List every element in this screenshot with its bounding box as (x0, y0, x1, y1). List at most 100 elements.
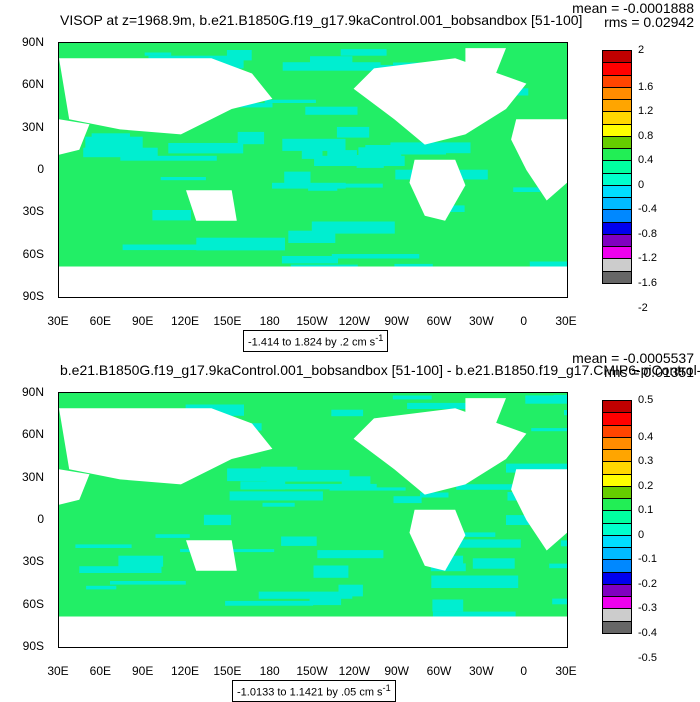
field-patch (240, 481, 286, 490)
y-tick-label: 30N (21, 469, 44, 484)
field-patch (155, 534, 190, 538)
colorbar-label: 0.4 (638, 430, 654, 443)
colorbar-swatch (602, 209, 632, 223)
field-patch (549, 563, 567, 569)
field-patch (282, 62, 381, 71)
land-mask (353, 58, 527, 145)
colorbar-swatch (602, 547, 632, 561)
land-mask (120, 423, 212, 449)
colorbar-label: 0 (638, 528, 645, 541)
colorbar-swatch (602, 233, 632, 248)
colorbar-label: -0.4 (638, 627, 657, 639)
field-patch (196, 237, 285, 251)
field-patch (309, 595, 342, 606)
contour-range-exponent: -1 (375, 333, 384, 343)
field-patch (229, 491, 323, 501)
field-patch (340, 49, 387, 56)
contour-range-label: -1.0133 to 1.1421 by .05 cm s-1 (232, 680, 396, 702)
x-tick-label: 60W (426, 664, 452, 678)
colorbar-swatch (602, 449, 632, 463)
x-tick-label: 30E (555, 314, 577, 328)
x-tick-label: 150E (213, 314, 242, 328)
land-mask (186, 190, 237, 221)
colorbar-swatch (602, 74, 632, 88)
field-patch (336, 126, 370, 138)
field-patch (450, 532, 496, 537)
y-tick-label: 90S (22, 289, 44, 303)
field-patch (431, 575, 519, 588)
y-tick-label: 90S (22, 639, 44, 653)
field-patch (75, 544, 132, 548)
x-tick-label: 150W (296, 664, 328, 678)
colorbar-swatch (602, 596, 632, 610)
y-tick-label: 30S (22, 554, 44, 569)
field-patch (260, 466, 298, 477)
x-tick-label: 90E (131, 314, 154, 328)
x-tick-label: 60W (426, 314, 452, 328)
colorbar-label: -0.1 (638, 553, 657, 566)
x-tick-label: 120W (338, 314, 370, 328)
colorbar-label: 0.3 (638, 455, 654, 468)
colorbar-swatch (602, 510, 632, 524)
colorbar-swatch (602, 473, 632, 487)
field-patch (432, 599, 464, 612)
field-patch (118, 555, 164, 567)
colorbar-swatch (602, 559, 632, 573)
field-patch (392, 395, 432, 400)
colorbar-swatch (602, 400, 632, 414)
panel-visop: VISOP at z=1968.9m, b.e21.B1850G.f19_g17… (0, 0, 700, 352)
land-mask (511, 119, 567, 201)
contour-range-exponent: -1 (382, 683, 391, 693)
colorbar-label: -0.5 (638, 651, 657, 664)
y-tick-label: 60S (22, 596, 44, 611)
y-tick-label: 30S (22, 204, 44, 219)
colorbar-label: 0 (638, 178, 645, 191)
colorbar-label: -0.4 (638, 203, 657, 216)
colorbar-swatch (602, 498, 632, 512)
colorbar-swatch (602, 270, 632, 284)
field-patch (203, 514, 232, 526)
x-tick-label: 30W (468, 664, 494, 678)
field-patch (552, 598, 567, 605)
field-patch (284, 171, 311, 184)
x-tick-label: 90E (131, 664, 154, 678)
x-tick-label: 120E (170, 314, 200, 328)
field-patch (313, 565, 349, 578)
map-plot (58, 392, 568, 648)
field-patch (311, 221, 395, 234)
colorbar-swatch (602, 123, 632, 137)
colorbar-swatch (602, 172, 632, 186)
colorbar-swatch (602, 608, 632, 622)
colorbar-label: -1.6 (638, 277, 657, 289)
colorbar-swatch (602, 583, 632, 598)
field-patch (331, 409, 364, 417)
field-patch (262, 502, 295, 507)
field-patch (341, 476, 371, 486)
colorbar-label: -0.2 (638, 577, 657, 590)
colorbar-label: 2 (638, 44, 645, 56)
rms-stat: rms = 0.01351 (604, 364, 694, 380)
colorbar-swatch (602, 620, 632, 634)
colorbar-label: 0.1 (638, 504, 654, 517)
field-patch (331, 254, 420, 259)
y-tick-label: 90N (21, 35, 44, 49)
y-tick-label: 60N (21, 77, 44, 92)
map-plot (58, 42, 568, 298)
field-patch (110, 581, 186, 585)
panel-difference: b.e21.B1850G.f19_g17.9kaControl.001_bobs… (0, 350, 700, 702)
field-patch (264, 99, 316, 103)
field-patch (393, 496, 422, 504)
field-patch (456, 484, 526, 490)
colorbar-label: -0.8 (638, 227, 657, 240)
field-patch (79, 566, 162, 573)
colorbar-swatch (602, 485, 632, 500)
field-patch (225, 600, 314, 606)
colorbar-swatch (602, 221, 632, 235)
field-patch (429, 539, 521, 548)
colorbar-label: -2 (638, 301, 648, 314)
colorbar-swatch (602, 522, 632, 536)
field-patch (390, 142, 471, 154)
field-patch (290, 183, 383, 188)
colorbar-swatch (602, 461, 632, 475)
field-patch (525, 395, 567, 404)
